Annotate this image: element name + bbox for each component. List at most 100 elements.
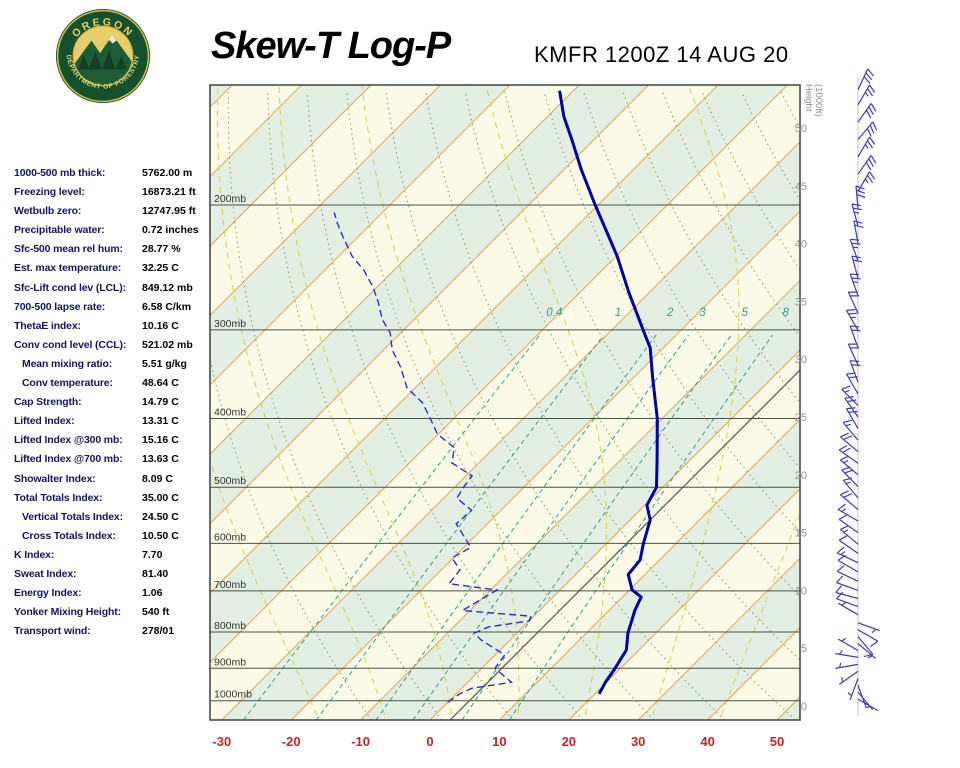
wind-barb	[837, 601, 859, 616]
index-label: Conv cond level (CCL):	[14, 338, 127, 351]
index-label: Energy Index:	[14, 587, 82, 600]
pressure-label: 800mb	[214, 620, 246, 632]
index-value: 10.16 C	[142, 319, 179, 332]
wind-barb	[845, 309, 859, 331]
wind-barb	[838, 670, 859, 685]
index-value: 81.40	[142, 567, 169, 580]
mixing-ratio-label: 1	[615, 307, 621, 319]
index-value: 540 ft	[142, 606, 170, 619]
index-value: 28.77 %	[142, 243, 181, 256]
index-label: 1000-500 mb thick:	[14, 167, 106, 179]
index-label: Sfc-Lift cond lev (LCL):	[14, 281, 126, 294]
dewpoint-curve	[333, 212, 533, 703]
index-label: ThetaE index:	[14, 319, 81, 332]
page-title: Skew-T Log-P	[211, 25, 451, 67]
wind-barb	[840, 432, 859, 453]
wind-barb	[847, 291, 860, 314]
index-label: Conv temperature:	[22, 377, 113, 390]
index-row: 700-500 lapse rate: 6.58 C/km	[14, 301, 220, 320]
wind-barb	[849, 273, 861, 296]
index-label: Transport wind:	[14, 625, 91, 638]
wind-barb	[838, 514, 859, 534]
index-label: K Index:	[14, 548, 55, 561]
mixing-ratio-label: 0.4	[546, 307, 562, 319]
index-label: Est. max temperature:	[14, 262, 122, 275]
index-value: 35.00 C	[142, 491, 179, 504]
index-row: Est. max temperature: 32.25 C	[14, 262, 220, 281]
index-row: Conv temperature: 48.64 C	[14, 377, 220, 396]
index-value: 7.70	[142, 548, 163, 561]
wind-barb	[837, 637, 859, 652]
wind-barb	[836, 546, 859, 564]
index-row: Yonker Mixing Height: 540 ft	[14, 606, 220, 625]
index-label: Cross Totals Index:	[22, 529, 116, 542]
logo-outer-ring	[56, 9, 150, 103]
pressure-label: 500mb	[214, 475, 246, 487]
index-label: Sfc-500 mean rel hum:	[14, 243, 123, 256]
index-value: 0.72 inches	[142, 224, 199, 237]
index-label: Showalter Index:	[14, 472, 96, 485]
wind-barb	[857, 636, 874, 658]
height-axis-label: 0	[801, 701, 807, 713]
index-value: 849.12 mb	[142, 281, 193, 294]
index-row: Freezing level: 16873.21 ft	[14, 186, 220, 205]
wind-barb	[840, 525, 859, 545]
index-label: 700-500 lapse rate:	[14, 300, 106, 313]
index-row: Sfc-Lift cond lev (LCL): 849.12 mb	[14, 282, 220, 301]
wind-barb	[841, 385, 859, 406]
dry-adiabats	[210, 91, 800, 720]
height-axis-label: 20	[795, 470, 807, 482]
wind-barb	[835, 591, 859, 608]
plot-area	[210, 85, 800, 720]
isotherm-lines	[210, 85, 800, 720]
pressure-labels: 200mb 300mb 400mb 500mb 600mb 700mb 800mb 900mb…	[214, 193, 252, 701]
index-row: Showalter Index: 8.09 C	[14, 473, 220, 492]
index-row: Lifted Index @300 mb: 15.16 C	[14, 434, 220, 453]
index-row: ThetaE index: 10.16 C	[14, 320, 220, 339]
index-value: 14.79 C	[142, 396, 179, 409]
index-label: Total Totals Index:	[14, 491, 103, 504]
temp-axis-label: 10	[492, 734, 506, 749]
mixing-ratio-labels: 0.4 1 2 3 5 8	[546, 307, 789, 319]
wind-barb	[840, 455, 859, 476]
temp-axis-label: -20	[282, 734, 301, 749]
wind-barbs	[835, 68, 880, 712]
index-label: Vertical Totals Index:	[22, 510, 123, 523]
wind-barb	[847, 678, 859, 701]
index-row: Lifted Index @700 mb: 13.63 C	[14, 453, 220, 472]
temp-axis-label: -10	[351, 734, 370, 749]
index-value: 48.64 C	[142, 377, 179, 390]
wind-barb	[857, 103, 877, 123]
index-value: 16873.21 ft	[142, 186, 196, 199]
index-value: 1.06	[142, 587, 163, 600]
temp-axis-label: 50	[770, 734, 784, 749]
wind-barb	[847, 343, 860, 366]
height-axis-label: 45	[795, 181, 807, 193]
index-row: Mean mixing ratio: 5.51 g/kg	[14, 358, 220, 377]
index-value: 278/01	[142, 625, 175, 638]
index-row: Sfc-500 mean rel hum: 28.77 %	[14, 243, 220, 262]
wind-barb	[857, 622, 880, 634]
index-label: Freezing level:	[14, 186, 85, 199]
index-label: Lifted Index:	[14, 415, 75, 428]
temp-axis-label: -30	[212, 734, 231, 749]
mixing-ratio-lines	[243, 334, 773, 720]
mixing-ratio-label: 8	[782, 307, 789, 319]
wind-barb	[857, 136, 876, 158]
odf-logo-svg: OREGON DEPARTMENT OF FORESTRY	[55, 8, 151, 104]
index-row: K Index: 7.70	[14, 549, 220, 568]
station-datetime: KMFR 1200Z 14 AUG 20	[534, 42, 789, 67]
wind-barb	[849, 238, 861, 262]
height-axis-label: 30	[795, 354, 807, 366]
index-label: Yonker Mixing Height:	[14, 606, 121, 619]
index-label: Mean mixing ratio:	[22, 357, 113, 370]
temp-axis-labels: -30 -20 -10 0 10 20 30 40 50	[212, 734, 784, 749]
height-axis-label: 25	[795, 412, 807, 424]
index-value: 5762.00 m	[142, 167, 193, 179]
index-value: 5.51 g/kg	[142, 357, 187, 370]
index-value: 13.63 C	[142, 453, 179, 466]
wind-barb	[837, 503, 859, 522]
wind-barb	[857, 643, 876, 659]
temp-axis-label: 0	[426, 734, 433, 749]
index-row: Lifted Index: 13.31 C	[14, 415, 220, 434]
